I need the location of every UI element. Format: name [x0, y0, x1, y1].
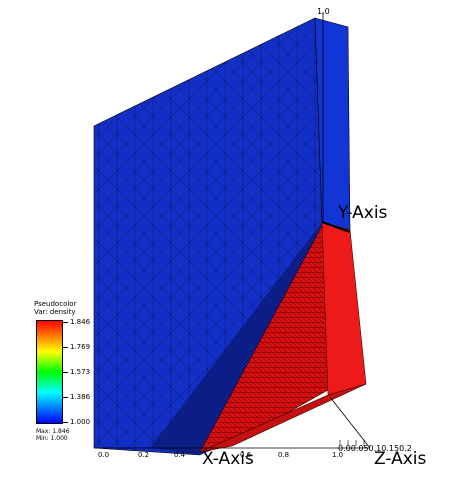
legend-variable: Var: density	[34, 308, 76, 316]
x-tick-label: 0.4	[174, 451, 186, 459]
axis-corner-line	[321, 221, 351, 233]
legend-title: Pseudocolor	[34, 300, 77, 308]
legend-tick-label: 1.386	[70, 393, 91, 401]
color-legend: Pseudocolor Var: density 1.846 1.769 1.5…	[34, 300, 94, 442]
z-axis-label: Z-Axis	[374, 449, 427, 469]
legend-tick-label: 1.000	[70, 418, 91, 426]
x-tick-label: 0.6	[240, 451, 252, 459]
mesh-shock-region	[150, 222, 328, 455]
z-tick-labels: 0.00.050.10.150.2	[338, 444, 412, 453]
x-tick-label: 0.0	[98, 451, 110, 459]
y-axis-label: Y-Axis	[338, 203, 388, 223]
x-tick-label: 0.8	[278, 451, 290, 459]
legend-min-label: Min: 1.000	[36, 435, 68, 442]
high-density-wedge-side	[321, 221, 367, 396]
legend-tick-label: 1.769	[70, 343, 91, 351]
x-tick-label: 1.0	[332, 451, 344, 459]
z-axis-ticks	[339, 440, 365, 446]
legend-tick-label: 1.846	[70, 318, 91, 326]
legend-color-bar	[36, 320, 63, 424]
legend-tick-label: 1.573	[70, 368, 91, 376]
z-axis-line	[329, 396, 371, 449]
legend-max-label: Max: 1.846	[36, 428, 70, 435]
x-axis-label: X-Axis	[202, 449, 254, 469]
x-tick-label: 0.2	[138, 451, 150, 459]
y-tick-label-top: 1.0	[317, 7, 330, 16]
